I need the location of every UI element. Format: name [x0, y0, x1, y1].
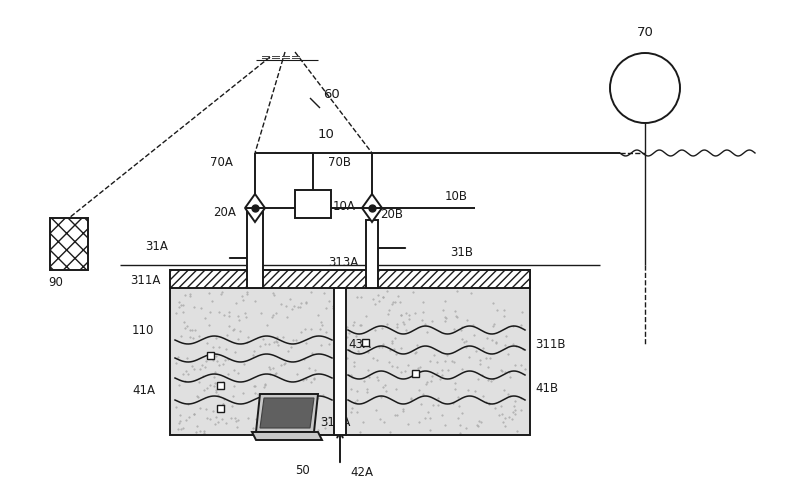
Text: 90: 90 — [48, 276, 63, 288]
Polygon shape — [362, 194, 382, 208]
Text: 20A: 20A — [213, 206, 236, 218]
Bar — [295, 190, 331, 218]
Text: 20B: 20B — [380, 208, 403, 220]
Bar — [247, 210, 263, 288]
Bar — [366, 220, 378, 288]
Text: 42A: 42A — [350, 466, 373, 480]
Text: 311B: 311B — [535, 338, 566, 351]
Text: 312A: 312A — [320, 417, 350, 430]
Text: 311A: 311A — [130, 274, 160, 286]
Polygon shape — [245, 194, 265, 208]
Bar — [206, 351, 214, 359]
Text: 41A: 41A — [132, 383, 155, 397]
Text: 60: 60 — [323, 89, 340, 101]
Text: 31A: 31A — [145, 241, 168, 253]
Text: 110: 110 — [132, 324, 154, 337]
Bar — [170, 270, 530, 435]
Polygon shape — [245, 208, 265, 222]
Text: 10A: 10A — [333, 201, 356, 214]
Text: 70: 70 — [637, 27, 654, 39]
Bar — [50, 218, 88, 270]
Text: 50: 50 — [295, 463, 310, 476]
Text: 70B: 70B — [328, 156, 351, 170]
Text: 70A: 70A — [210, 156, 233, 170]
Bar — [362, 338, 369, 345]
Circle shape — [610, 53, 680, 123]
Polygon shape — [362, 208, 382, 222]
Text: 10B: 10B — [445, 189, 468, 203]
Text: 31B: 31B — [450, 246, 473, 258]
Text: 41B: 41B — [535, 381, 558, 395]
Polygon shape — [260, 398, 314, 428]
Bar — [170, 288, 530, 435]
Text: 43A: 43A — [348, 338, 371, 351]
Bar — [217, 381, 223, 389]
Bar — [217, 404, 223, 411]
Text: 313A: 313A — [328, 255, 358, 269]
Text: 80: 80 — [635, 81, 654, 95]
Polygon shape — [252, 432, 322, 440]
Bar — [334, 288, 346, 435]
Bar — [411, 369, 418, 376]
Polygon shape — [256, 394, 318, 432]
Bar — [170, 270, 530, 288]
Text: 10: 10 — [318, 128, 335, 142]
